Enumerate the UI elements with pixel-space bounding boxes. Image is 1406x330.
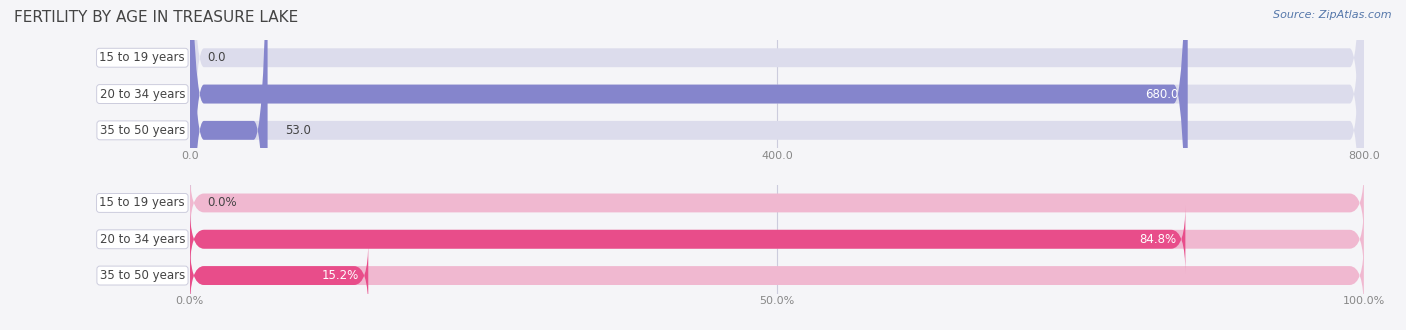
Text: 0.0: 0.0 — [208, 51, 226, 64]
FancyBboxPatch shape — [190, 0, 267, 330]
Text: 15 to 19 years: 15 to 19 years — [100, 196, 186, 210]
Text: Source: ZipAtlas.com: Source: ZipAtlas.com — [1274, 10, 1392, 20]
Text: 20 to 34 years: 20 to 34 years — [100, 233, 186, 246]
FancyBboxPatch shape — [190, 242, 1364, 310]
FancyBboxPatch shape — [190, 0, 1364, 330]
Text: 35 to 50 years: 35 to 50 years — [100, 124, 186, 137]
Text: 20 to 34 years: 20 to 34 years — [100, 87, 186, 101]
FancyBboxPatch shape — [190, 0, 1364, 330]
Text: 15.2%: 15.2% — [322, 269, 359, 282]
Text: 53.0: 53.0 — [285, 124, 311, 137]
FancyBboxPatch shape — [190, 205, 1185, 273]
Text: 35 to 50 years: 35 to 50 years — [100, 269, 186, 282]
Text: 84.8%: 84.8% — [1139, 233, 1175, 246]
Text: FERTILITY BY AGE IN TREASURE LAKE: FERTILITY BY AGE IN TREASURE LAKE — [14, 10, 298, 25]
Text: 15 to 19 years: 15 to 19 years — [100, 51, 186, 64]
FancyBboxPatch shape — [190, 0, 1364, 330]
Text: 680.0: 680.0 — [1144, 87, 1178, 101]
FancyBboxPatch shape — [190, 0, 1188, 330]
FancyBboxPatch shape — [190, 205, 1364, 273]
FancyBboxPatch shape — [190, 169, 1364, 237]
Text: 0.0%: 0.0% — [208, 196, 238, 210]
FancyBboxPatch shape — [190, 242, 368, 310]
